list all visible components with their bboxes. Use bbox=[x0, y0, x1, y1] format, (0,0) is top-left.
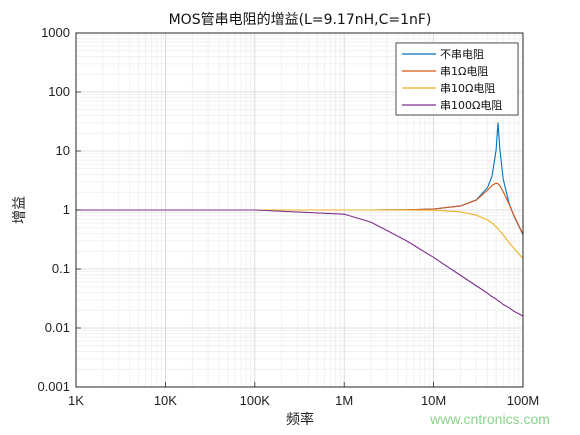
legend-label-2: 串1Ω电阻 bbox=[440, 65, 488, 78]
y-tick-label: 10 bbox=[56, 143, 70, 158]
x-tick-label: 10M bbox=[421, 393, 446, 408]
legend-box bbox=[395, 42, 519, 116]
x-tick-label: 1M bbox=[335, 393, 353, 408]
y-axis-label: 增益 bbox=[12, 196, 28, 224]
y-tick-label: 0.1 bbox=[52, 261, 70, 276]
y-tick-labels: 0.001 0.01 0.1 1 10 100 1000 bbox=[37, 25, 70, 394]
x-tick-label: 100M bbox=[507, 393, 540, 408]
y-tick-label: 0.001 bbox=[37, 379, 70, 394]
y-tick-label: 1 bbox=[63, 202, 70, 217]
series-layer bbox=[76, 122, 524, 317]
legend-label-4: 串100Ω电阻 bbox=[440, 99, 502, 112]
x-tick-label: 10K bbox=[154, 393, 177, 408]
chart-title: MOS管串电阻的增益(L=9.17nH,C=1nF) bbox=[169, 12, 432, 28]
y-tick-label: 0.01 bbox=[45, 320, 70, 335]
tick-marks bbox=[75, 32, 524, 388]
x-axis-label: 频率 bbox=[286, 411, 314, 428]
legend-label-1: 不串电阻 bbox=[440, 48, 484, 61]
y-tick-label: 100 bbox=[48, 84, 70, 99]
x-tick-label: 1K bbox=[68, 393, 84, 408]
y-tick-label: 1000 bbox=[41, 25, 70, 40]
watermark: www.cntronics.com bbox=[429, 411, 550, 427]
x-tick-labels: 1K 10K 100K 1M 10M 100M bbox=[68, 393, 539, 408]
x-tick-label: 100K bbox=[240, 393, 271, 408]
series-line-3 bbox=[76, 209, 524, 259]
legend-label-3: 串10Ω电阻 bbox=[440, 82, 495, 95]
series-line-4 bbox=[76, 209, 524, 317]
